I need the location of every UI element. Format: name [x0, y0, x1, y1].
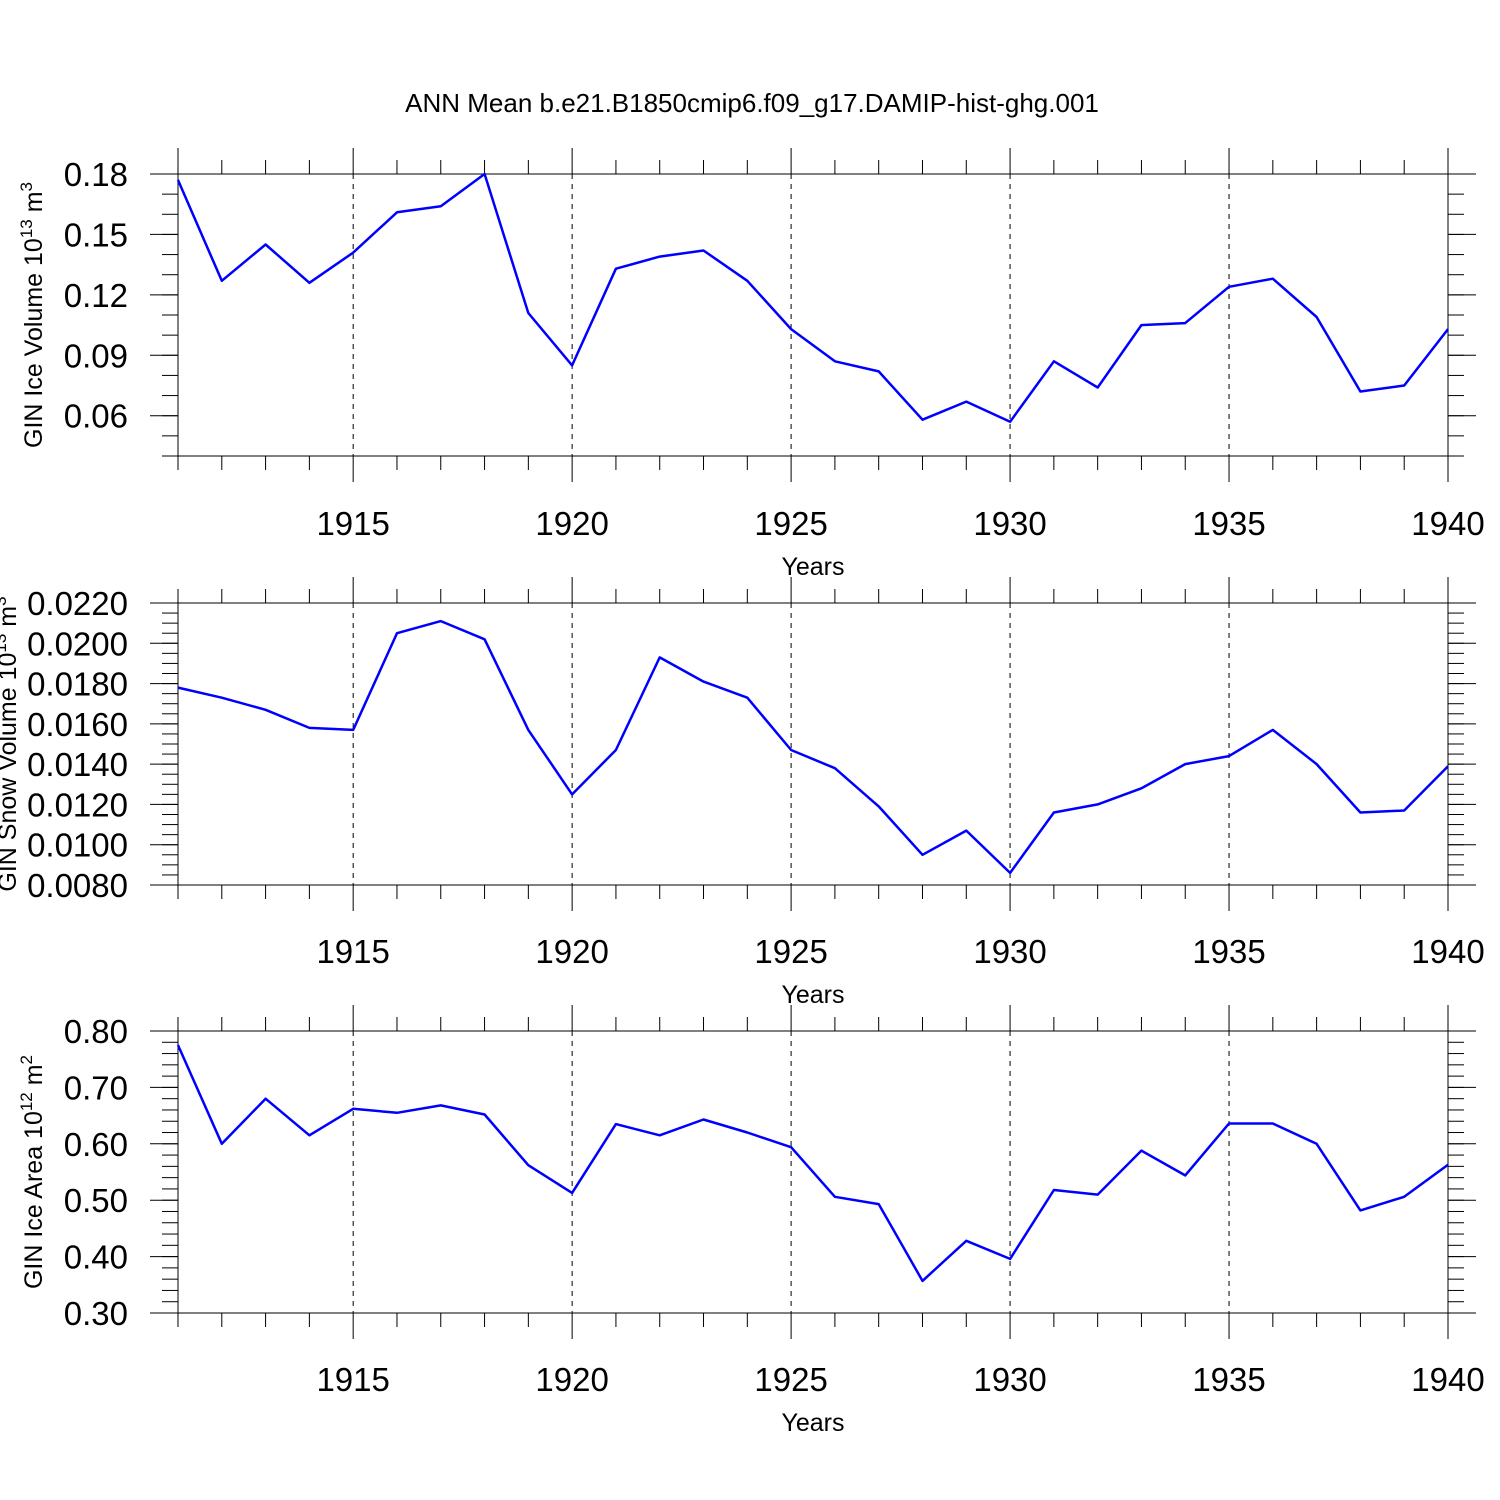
y-axis-title-exponent: 2 — [17, 1055, 36, 1064]
x-tick-label: 1935 — [1192, 1361, 1265, 1398]
data-line — [176, 1044, 1449, 1283]
y-axis-title: GIN Snow Volume 1013 m3 — [0, 596, 22, 891]
y-tick-label: 0.40 — [64, 1239, 128, 1276]
y-tick-label: 0.0080 — [27, 867, 128, 904]
y-tick-label: 0.12 — [64, 277, 128, 314]
y-tick-label: 0.60 — [64, 1126, 128, 1163]
y-axis-title-text: m — [0, 606, 22, 634]
data-line — [177, 619, 1449, 875]
x-tick-label: 1935 — [1192, 505, 1265, 542]
y-tick-label: 0.0220 — [27, 585, 128, 622]
x-tick-label: 1925 — [754, 505, 827, 542]
x-tick-label: 1940 — [1411, 505, 1484, 542]
x-tick-label: 1920 — [535, 933, 608, 970]
x-axis-title: Years — [781, 981, 844, 1009]
y-axis-title: GIN Ice Area 1012 m2 — [17, 1055, 48, 1289]
data-line — [176, 172, 1449, 424]
y-tick-label: 0.15 — [64, 216, 128, 253]
y-axis-title: GIN Ice Volume 1013 m3 — [17, 182, 48, 448]
x-tick-label: 1920 — [535, 505, 608, 542]
x-tick-label: 1940 — [1411, 933, 1484, 970]
x-tick-label: 1920 — [535, 1361, 608, 1398]
chart-panel-1: 1915 1920 1925 1930 1935 1940 Years 0.06 0.09 0.1… — [17, 148, 1485, 581]
x-tick-label: 1915 — [316, 505, 389, 542]
x-tick-label: 1915 — [316, 1361, 389, 1398]
x-tick-label: 1930 — [973, 505, 1046, 542]
x-tick-label: 1935 — [1192, 933, 1265, 970]
y-tick-label: 0.18 — [64, 156, 128, 193]
x-axis-title: Years — [781, 1409, 844, 1437]
y-axis-title-exponent: 3 — [17, 182, 36, 191]
x-tick-label: 1925 — [754, 1361, 827, 1398]
y-axis-title-text: GIN Snow Volume 10 — [0, 653, 22, 892]
y-axis-title-text: m — [20, 1064, 48, 1092]
x-tick-label: 1930 — [973, 1361, 1046, 1398]
x-tick-label: 1930 — [973, 933, 1046, 970]
y-tick-label: 0.06 — [64, 398, 128, 435]
y-axis-title-exponent: 13 — [17, 219, 36, 238]
y-tick-label: 0.30 — [64, 1295, 128, 1332]
y-tick-label: 0.70 — [64, 1069, 128, 1106]
y-axis-title-text: GIN Ice Volume 10 — [20, 238, 48, 448]
chart-title: ANN Mean b.e21.B1850cmip6.f09_g17.DAMIP-… — [405, 88, 1099, 118]
y-axis-title-exponent: 3 — [0, 596, 10, 605]
y-axis-title-exponent: 13 — [0, 634, 10, 653]
x-tick-label: 1940 — [1411, 1361, 1484, 1398]
y-tick-label: 0.0160 — [27, 706, 128, 743]
y-tick-label: 0.50 — [64, 1182, 128, 1219]
chart-panel-2: 1915 1920 1925 1930 1935 1940 Years 0.00800.010… — [0, 577, 1485, 1009]
y-tick-label: 0.80 — [64, 1013, 128, 1050]
y-tick-label: 0.0140 — [27, 746, 128, 783]
y-tick-label: 0.0100 — [27, 827, 128, 864]
chart-panel-3: 1915 1920 1925 1930 1935 1940 Years 0.30 0.40 0.5… — [17, 1005, 1485, 1437]
y-tick-label: 0.09 — [64, 337, 128, 374]
y-tick-label: 0.0180 — [27, 666, 128, 703]
x-axis-title: Years — [781, 553, 844, 581]
x-tick-label: 1915 — [316, 933, 389, 970]
y-tick-label: 0.0120 — [27, 786, 128, 823]
y-axis-title-text: GIN Ice Area 10 — [20, 1111, 48, 1289]
x-tick-label: 1925 — [754, 933, 827, 970]
y-axis-title-exponent: 12 — [17, 1092, 36, 1111]
y-axis-title-text: m — [20, 191, 48, 219]
y-tick-label: 0.0200 — [27, 625, 128, 662]
